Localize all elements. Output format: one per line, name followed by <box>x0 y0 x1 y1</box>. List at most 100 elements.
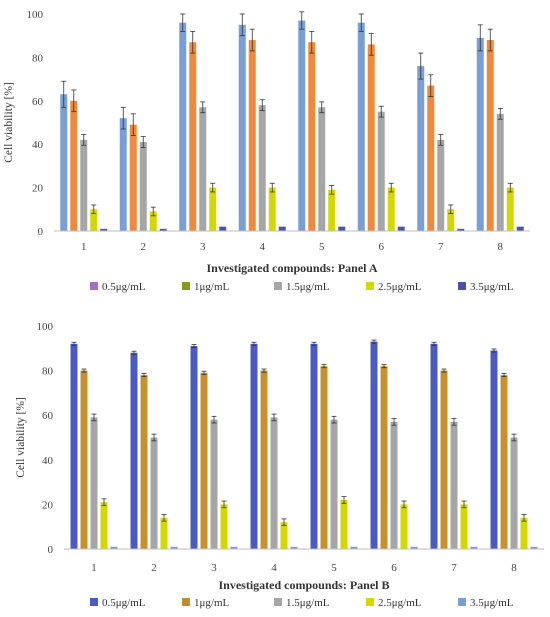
panel-b-y-ticks: 0 20 40 60 80 100 <box>37 321 54 556</box>
x-tick-label: 5 <box>331 562 337 574</box>
panel-a-bars <box>60 20 524 232</box>
x-tick-label: 3 <box>211 562 217 574</box>
legend-swatch <box>182 598 190 606</box>
bar <box>110 546 118 549</box>
bar <box>80 370 88 549</box>
bar <box>119 118 127 231</box>
bar <box>80 139 88 231</box>
x-tick-label: 2 <box>141 241 147 253</box>
x-tick-label: 1 <box>91 562 97 574</box>
bar <box>427 85 435 231</box>
bar <box>350 546 358 549</box>
bar <box>400 504 408 549</box>
bar <box>258 105 266 231</box>
panel-a-y-axis-title: Cell viability [%] <box>3 82 15 162</box>
legend-label: 2.5μg/mL <box>378 597 422 609</box>
bar <box>159 228 167 231</box>
legend-swatch <box>90 598 98 606</box>
bar <box>530 546 538 549</box>
bar <box>340 499 348 549</box>
legend-label: 1.5μg/mL <box>286 597 330 609</box>
y-tick-label: 0 <box>38 226 44 238</box>
bar <box>60 94 68 231</box>
bar <box>450 421 458 549</box>
bar <box>457 228 465 231</box>
panel-a-chart: 0 20 40 60 80 100 1 2 3 4 5 6 7 8 Cell viability [%]… <box>3 9 530 293</box>
panel-b-x-axis-title: Investigated compounds: Panel B <box>218 578 389 592</box>
bar <box>390 421 398 549</box>
legend-label: 1μg/mL <box>194 281 230 293</box>
bar <box>310 343 318 549</box>
bar <box>190 346 198 549</box>
bar <box>318 107 326 231</box>
panel-b-x-ticks: 1 2 3 4 5 6 7 8 <box>91 562 517 574</box>
bar <box>290 546 298 549</box>
bar <box>170 546 178 549</box>
legend-swatch <box>366 598 374 606</box>
legend-label: 2.5μg/mL <box>378 281 422 293</box>
bar <box>476 37 484 232</box>
legend-swatch <box>274 282 282 290</box>
bar <box>470 546 478 549</box>
bar <box>130 352 138 549</box>
bar <box>250 343 258 549</box>
bar <box>90 209 98 231</box>
bar <box>387 187 395 231</box>
bar <box>70 343 78 549</box>
bar <box>139 142 147 231</box>
bar <box>496 113 504 231</box>
panel-a-error-bars <box>61 11 513 217</box>
panel-b-error-bars <box>71 339 527 526</box>
panel-a-y-ticks: 0 20 40 60 80 100 <box>27 9 44 238</box>
bar <box>270 417 278 549</box>
panel-a-x-axis-title: Investigated compounds: Panel A <box>206 261 377 275</box>
bar <box>230 546 238 549</box>
bar <box>149 211 157 231</box>
bar <box>328 189 336 231</box>
bar <box>370 341 378 549</box>
x-tick-label: 7 <box>451 562 457 574</box>
legend-swatch <box>90 282 98 290</box>
bar <box>380 366 388 549</box>
legend-label: 3.5μg/mL <box>470 281 514 293</box>
legend-swatch <box>458 598 466 606</box>
y-tick-label: 80 <box>32 52 44 64</box>
bar <box>506 187 514 231</box>
y-tick-label: 40 <box>32 139 44 151</box>
bar <box>298 20 306 232</box>
panel-a-x-ticks: 1 2 3 4 5 6 7 8 <box>81 241 504 253</box>
legend-swatch <box>366 282 374 290</box>
bar <box>437 139 445 231</box>
bar <box>268 187 276 231</box>
bar <box>90 417 98 549</box>
legend-label: 0.5μg/mL <box>102 597 146 609</box>
bar <box>100 228 108 231</box>
bar <box>330 419 338 549</box>
bar <box>219 226 227 231</box>
bar <box>199 107 207 231</box>
bar <box>210 419 218 549</box>
x-tick-label: 8 <box>498 241 504 253</box>
bar <box>486 40 494 231</box>
bar <box>200 372 208 549</box>
bar <box>100 502 108 549</box>
legend-swatch <box>458 282 466 290</box>
bar <box>179 22 187 232</box>
bar <box>308 42 316 232</box>
bar <box>248 40 256 231</box>
x-tick-label: 8 <box>511 562 517 574</box>
bar <box>238 24 246 231</box>
y-tick-label: 60 <box>32 96 44 108</box>
bar <box>280 522 288 549</box>
bar <box>520 517 528 549</box>
bar <box>440 370 448 549</box>
legend-label: 0.5μg/mL <box>102 281 146 293</box>
y-tick-label: 0 <box>48 544 54 556</box>
bar <box>338 226 346 231</box>
bar <box>129 124 137 231</box>
bar <box>500 375 508 549</box>
y-tick-label: 20 <box>32 183 44 195</box>
bar <box>417 66 425 231</box>
bar <box>430 343 438 549</box>
